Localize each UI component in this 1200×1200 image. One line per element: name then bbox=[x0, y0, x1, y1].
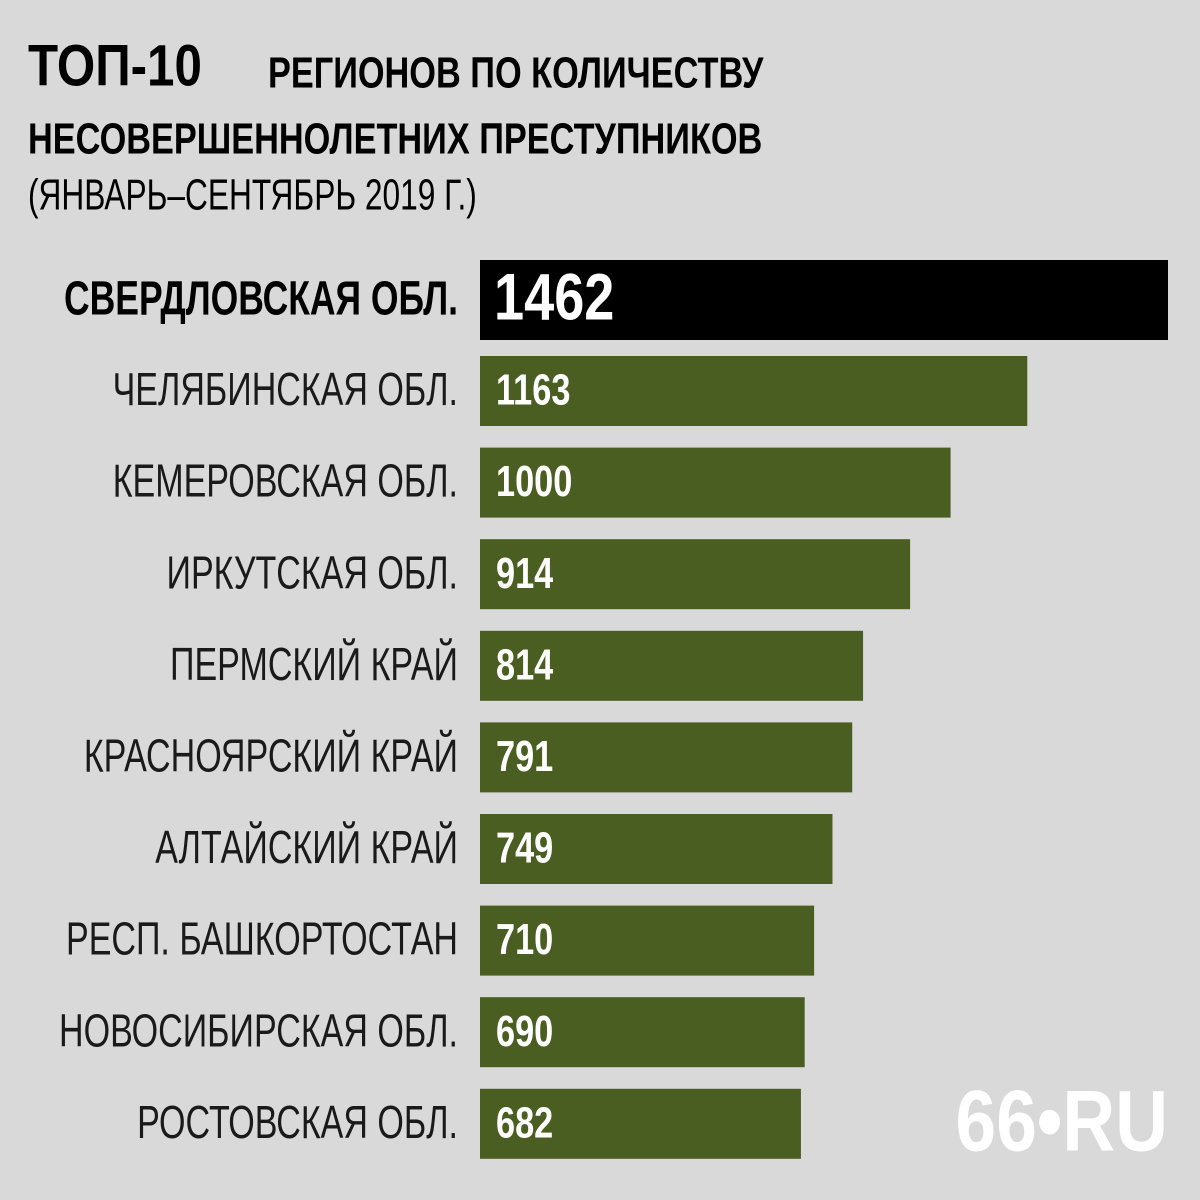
bar-value-label: 1000 bbox=[496, 457, 572, 506]
category-label: ПЕРМСКИЙ КРАЙ bbox=[170, 638, 458, 690]
category-label: КЕМЕРОВСКАЯ ОБЛ. bbox=[113, 455, 458, 507]
bar-value-label: 749 bbox=[496, 824, 553, 873]
chart-title: НЕСОВЕРШЕННОЛЕТНИХ ПРЕСТУПНИКОВ bbox=[28, 115, 762, 164]
bar-value-label: 1163 bbox=[496, 366, 570, 415]
category-label: КРАСНОЯРСКИЙ КРАЙ bbox=[84, 729, 458, 781]
category-label: ИРКУТСКАЯ ОБЛ. bbox=[167, 546, 458, 598]
category-label: СВЕРДЛОВСКАЯ ОБЛ. bbox=[64, 271, 458, 324]
logo: 66•RU bbox=[956, 1073, 1168, 1169]
bar-value-label: 791 bbox=[496, 732, 553, 781]
category-label: ЧЕЛЯБИНСКАЯ ОБЛ. bbox=[113, 363, 458, 415]
bar-value-label: 682 bbox=[496, 1098, 553, 1147]
bar bbox=[480, 905, 815, 976]
bar bbox=[480, 1088, 801, 1159]
bar bbox=[480, 260, 1168, 340]
chart-subtitle: (ЯНВАРЬ–СЕНТЯБРЬ 2019 Г.) bbox=[28, 171, 477, 220]
bar bbox=[480, 447, 951, 518]
category-label: АЛТАЙСКИЙ КРАЙ bbox=[155, 821, 458, 873]
bar-value-label: 690 bbox=[496, 1007, 553, 1056]
category-label: РЕСП. БАШКОРТОСТАН bbox=[66, 913, 458, 965]
bar bbox=[480, 814, 833, 884]
bar bbox=[480, 722, 853, 793]
bar-value-label: 710 bbox=[496, 915, 553, 964]
bar bbox=[480, 539, 911, 610]
bar bbox=[480, 630, 864, 701]
chart-title: ТОП-10 bbox=[28, 34, 202, 99]
category-label: НОВОСИБИРСКАЯ ОБЛ. bbox=[59, 1004, 458, 1056]
category-label: РОСТОВСКАЯ ОБЛ. bbox=[137, 1096, 458, 1148]
bar-value-label: 914 bbox=[496, 549, 553, 598]
bar-value-label: 814 bbox=[496, 640, 553, 689]
bar bbox=[480, 356, 1028, 426]
bar bbox=[480, 997, 805, 1068]
chart-title: РЕГИОНОВ ПО КОЛИЧЕСТВУ bbox=[268, 49, 764, 98]
bar-value-label: 1462 bbox=[494, 259, 614, 333]
